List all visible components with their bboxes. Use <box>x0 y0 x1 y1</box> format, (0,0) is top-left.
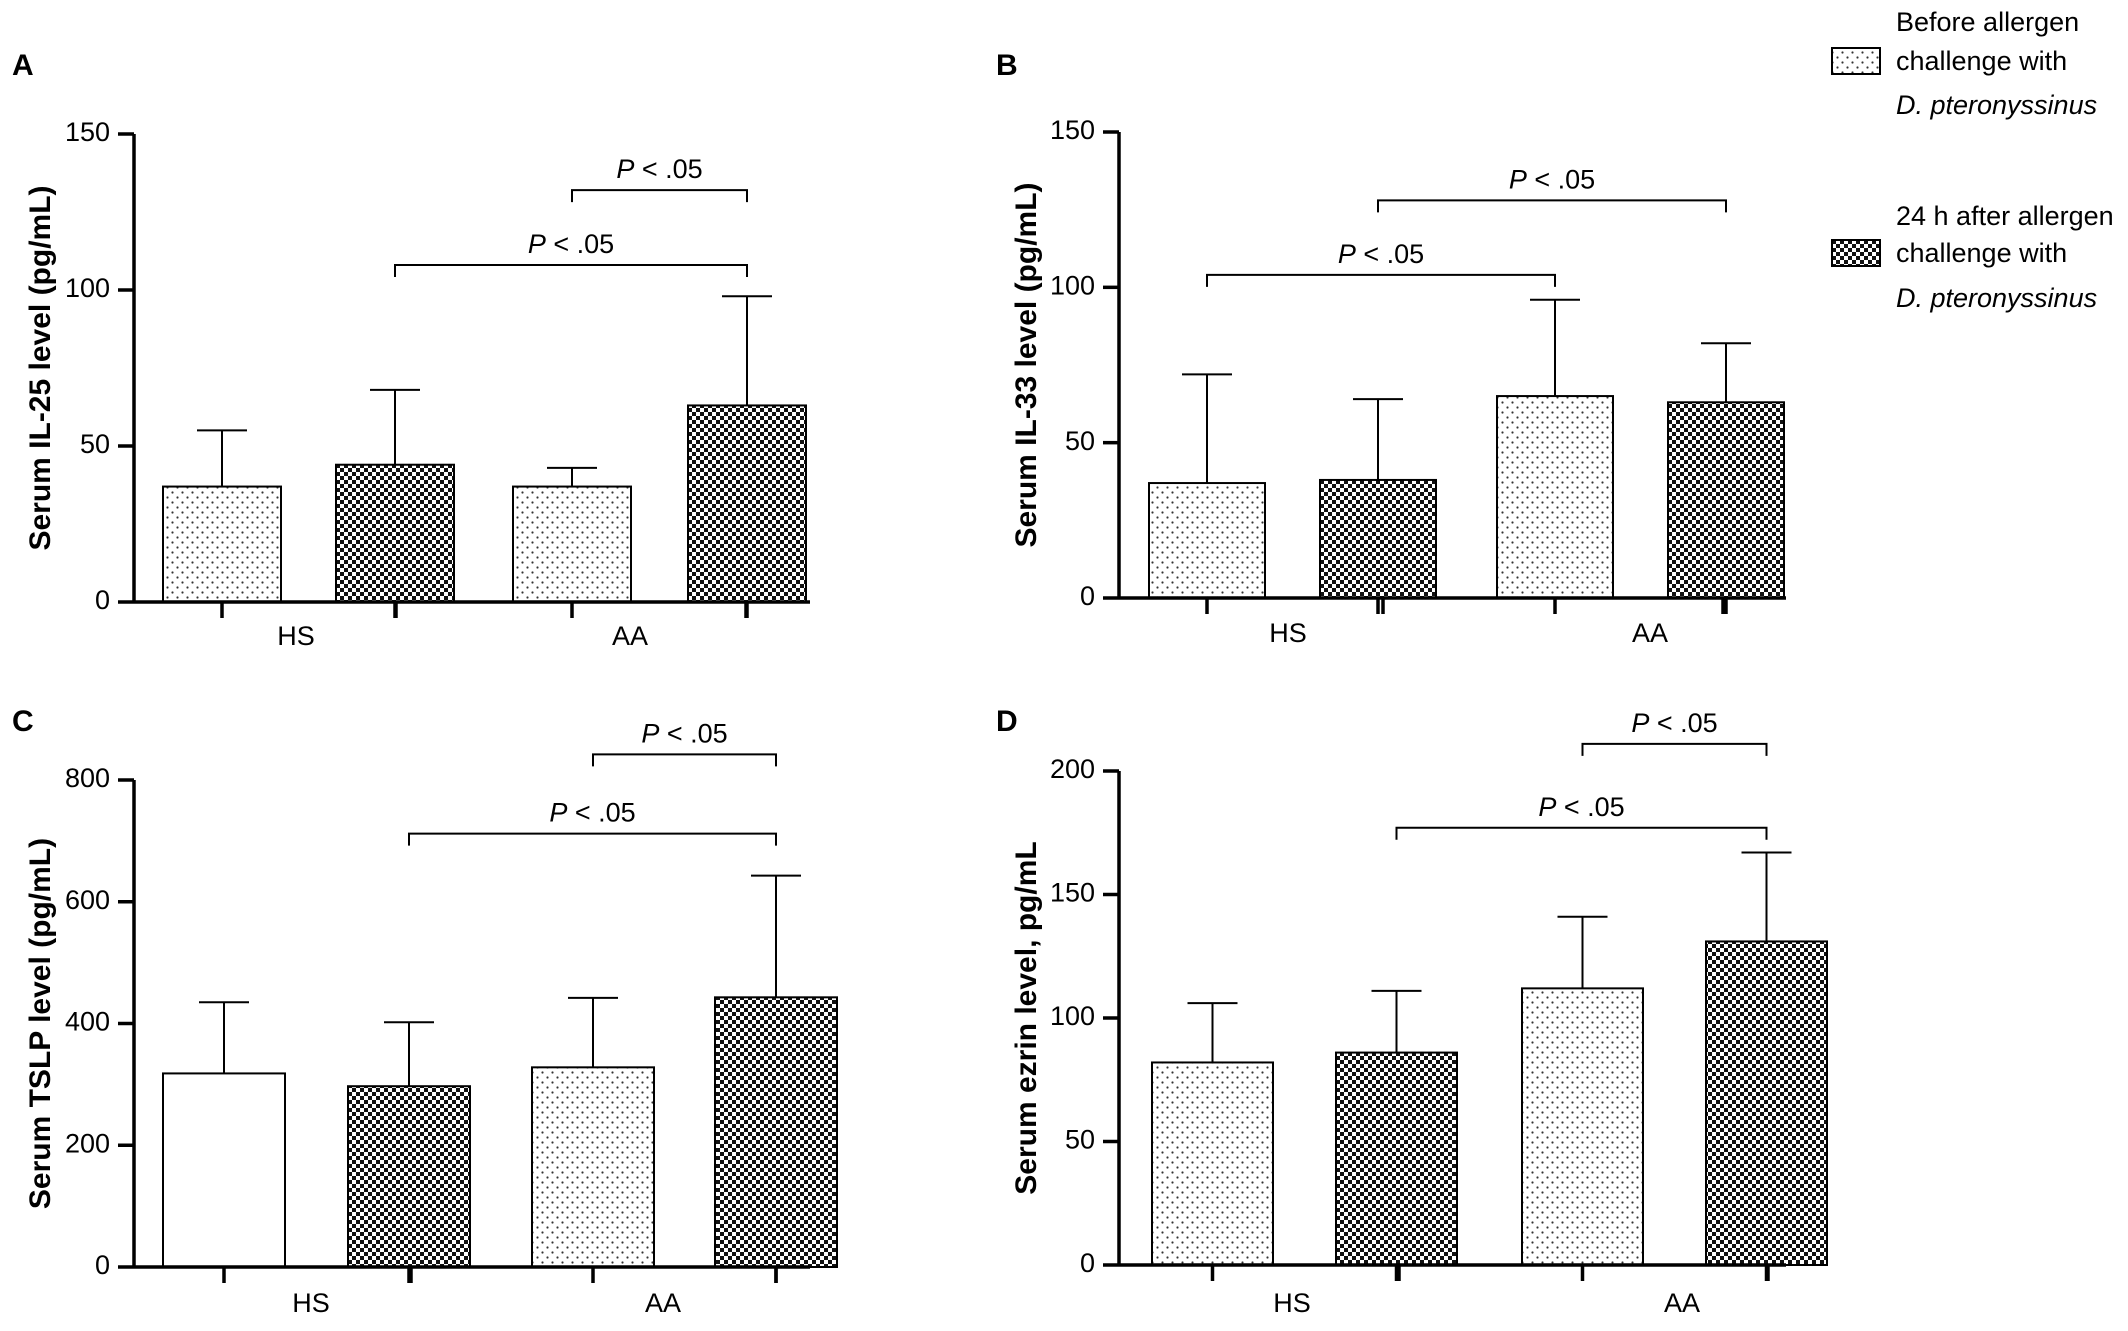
bar <box>335 463 455 603</box>
legend-label-line: D. pteronyssinus <box>1896 283 2097 313</box>
chart-panel-c: C Serum TSLP level (pg/mL) 0 200 400 600 800 HS… <box>12 705 838 1318</box>
y-tick-label: 600 <box>65 885 110 915</box>
error-bar <box>1182 373 1232 484</box>
error-bar <box>1741 851 1792 942</box>
error-bar <box>568 996 618 1068</box>
legend: Before allergen challenge with D. pteronys… <box>1831 7 2114 313</box>
significance-bracket: P < .05 <box>1581 708 1768 756</box>
y-tick-label: 400 <box>65 1007 110 1037</box>
y-tick-label: 100 <box>65 273 110 303</box>
bar <box>687 404 807 603</box>
significance-bracket: P < .05 <box>1395 792 1768 840</box>
error-bar <box>547 466 597 487</box>
legend-label-line: challenge with <box>1896 46 2067 76</box>
x-group-label: AA <box>1632 618 1668 648</box>
error-bar <box>197 429 247 487</box>
error-bar <box>384 1021 434 1087</box>
chart-panel-d: D Serum ezrin level, pg/mL 0 50 100 150 200 HS A… <box>996 705 1828 1318</box>
chart-panel-a: A Serum IL-25 level (pg/mL) 0 50 100 150 HS AA P… <box>12 49 810 651</box>
y-tick-label: 100 <box>1050 270 1095 300</box>
bar <box>714 996 838 1268</box>
significance-label: P < .05 <box>1509 164 1595 194</box>
error-bar <box>1371 989 1422 1053</box>
bar <box>1705 940 1828 1266</box>
legend-label-line: challenge with <box>1896 238 2067 268</box>
significance-label: P < .05 <box>1338 239 1424 269</box>
significance-label: P < .05 <box>549 798 635 828</box>
legend-label-line: Before allergen <box>1896 7 2079 37</box>
y-tick-label: 0 <box>95 1250 110 1280</box>
bar <box>1496 395 1614 600</box>
y-tick-label: 200 <box>65 1128 110 1158</box>
bar <box>531 1066 655 1268</box>
chart-panel-b: B Serum IL-33 level (pg/mL) 0 50 100 150 HS AA P… <box>996 49 1786 648</box>
y-axis-title: Serum IL-33 level (pg/mL) <box>1010 182 1043 547</box>
significance-label: P < .05 <box>616 154 702 184</box>
error-bar <box>751 874 801 998</box>
y-axis-title: Serum TSLP level (pg/mL) <box>24 838 57 1209</box>
panel-letter: C <box>12 705 34 738</box>
significance-bracket: P < .05 <box>394 229 748 278</box>
significance-bracket: P < .05 <box>1377 164 1727 213</box>
x-group-label: HS <box>277 621 315 651</box>
bar <box>1335 1051 1458 1266</box>
bar <box>1521 987 1644 1266</box>
x-group-label: HS <box>292 1288 330 1318</box>
legend-swatch <box>1831 239 1881 267</box>
y-tick-label: 50 <box>80 429 110 459</box>
panel-letter: B <box>996 49 1018 82</box>
bar <box>1148 482 1266 600</box>
y-tick-label: 150 <box>65 117 110 147</box>
error-bar <box>199 1001 249 1074</box>
x-group-label: HS <box>1273 1288 1311 1318</box>
bar <box>347 1085 471 1269</box>
legend-swatch <box>1831 47 1881 75</box>
x-group-label: AA <box>612 621 648 651</box>
bar <box>1667 401 1785 599</box>
y-tick-label: 100 <box>1050 1001 1095 1031</box>
bar <box>162 1072 286 1268</box>
panel-letter: D <box>996 705 1018 738</box>
significance-label: P < .05 <box>641 718 727 748</box>
x-group-label: HS <box>1269 618 1307 648</box>
error-bar <box>1701 342 1751 403</box>
error-bar <box>722 295 772 406</box>
y-tick-label: 150 <box>1050 878 1095 908</box>
bar <box>512 485 632 603</box>
error-bar <box>370 388 420 465</box>
legend-label-line: 24 h after allergen <box>1896 201 2114 231</box>
bar <box>162 485 282 603</box>
y-tick-label: 150 <box>1050 115 1095 145</box>
error-bar <box>1187 1002 1238 1063</box>
error-bar <box>1530 298 1580 397</box>
error-bar <box>1557 915 1608 989</box>
y-axis-title: Serum ezrin level, pg/mL <box>1010 841 1043 1194</box>
y-tick-label: 0 <box>1080 1248 1095 1278</box>
significance-bracket: P < .05 <box>592 718 777 767</box>
significance-label: P < .05 <box>1538 792 1624 822</box>
x-group-label: AA <box>1664 1288 1700 1318</box>
significance-bracket: P < .05 <box>571 154 748 203</box>
legend-entry-after: 24 h after allergen challenge with D. pter… <box>1831 201 2114 313</box>
legend-entry-before: Before allergen challenge with D. pteronys… <box>1831 7 2097 120</box>
y-tick-label: 800 <box>65 763 110 793</box>
significance-label: P < .05 <box>1631 708 1717 738</box>
significance-label: P < .05 <box>528 229 614 259</box>
error-bar <box>1353 398 1403 480</box>
y-tick-label: 200 <box>1050 754 1095 784</box>
panel-letter: A <box>12 49 34 82</box>
y-axis-title: Serum IL-25 level (pg/mL) <box>24 185 57 550</box>
bar <box>1151 1061 1274 1266</box>
chart-panels: A Serum IL-25 level (pg/mL) 0 50 100 150 HS AA P… <box>12 49 1828 1318</box>
y-tick-label: 50 <box>1065 426 1095 456</box>
y-tick-label: 0 <box>95 585 110 615</box>
x-group-label: AA <box>645 1288 681 1318</box>
bar <box>1319 478 1437 599</box>
y-tick-label: 50 <box>1065 1125 1095 1155</box>
significance-bracket: P < .05 <box>408 798 777 846</box>
legend-label-line: D. pteronyssinus <box>1896 90 2097 120</box>
y-tick-label: 0 <box>1080 581 1095 611</box>
significance-bracket: P < .05 <box>1206 239 1556 287</box>
